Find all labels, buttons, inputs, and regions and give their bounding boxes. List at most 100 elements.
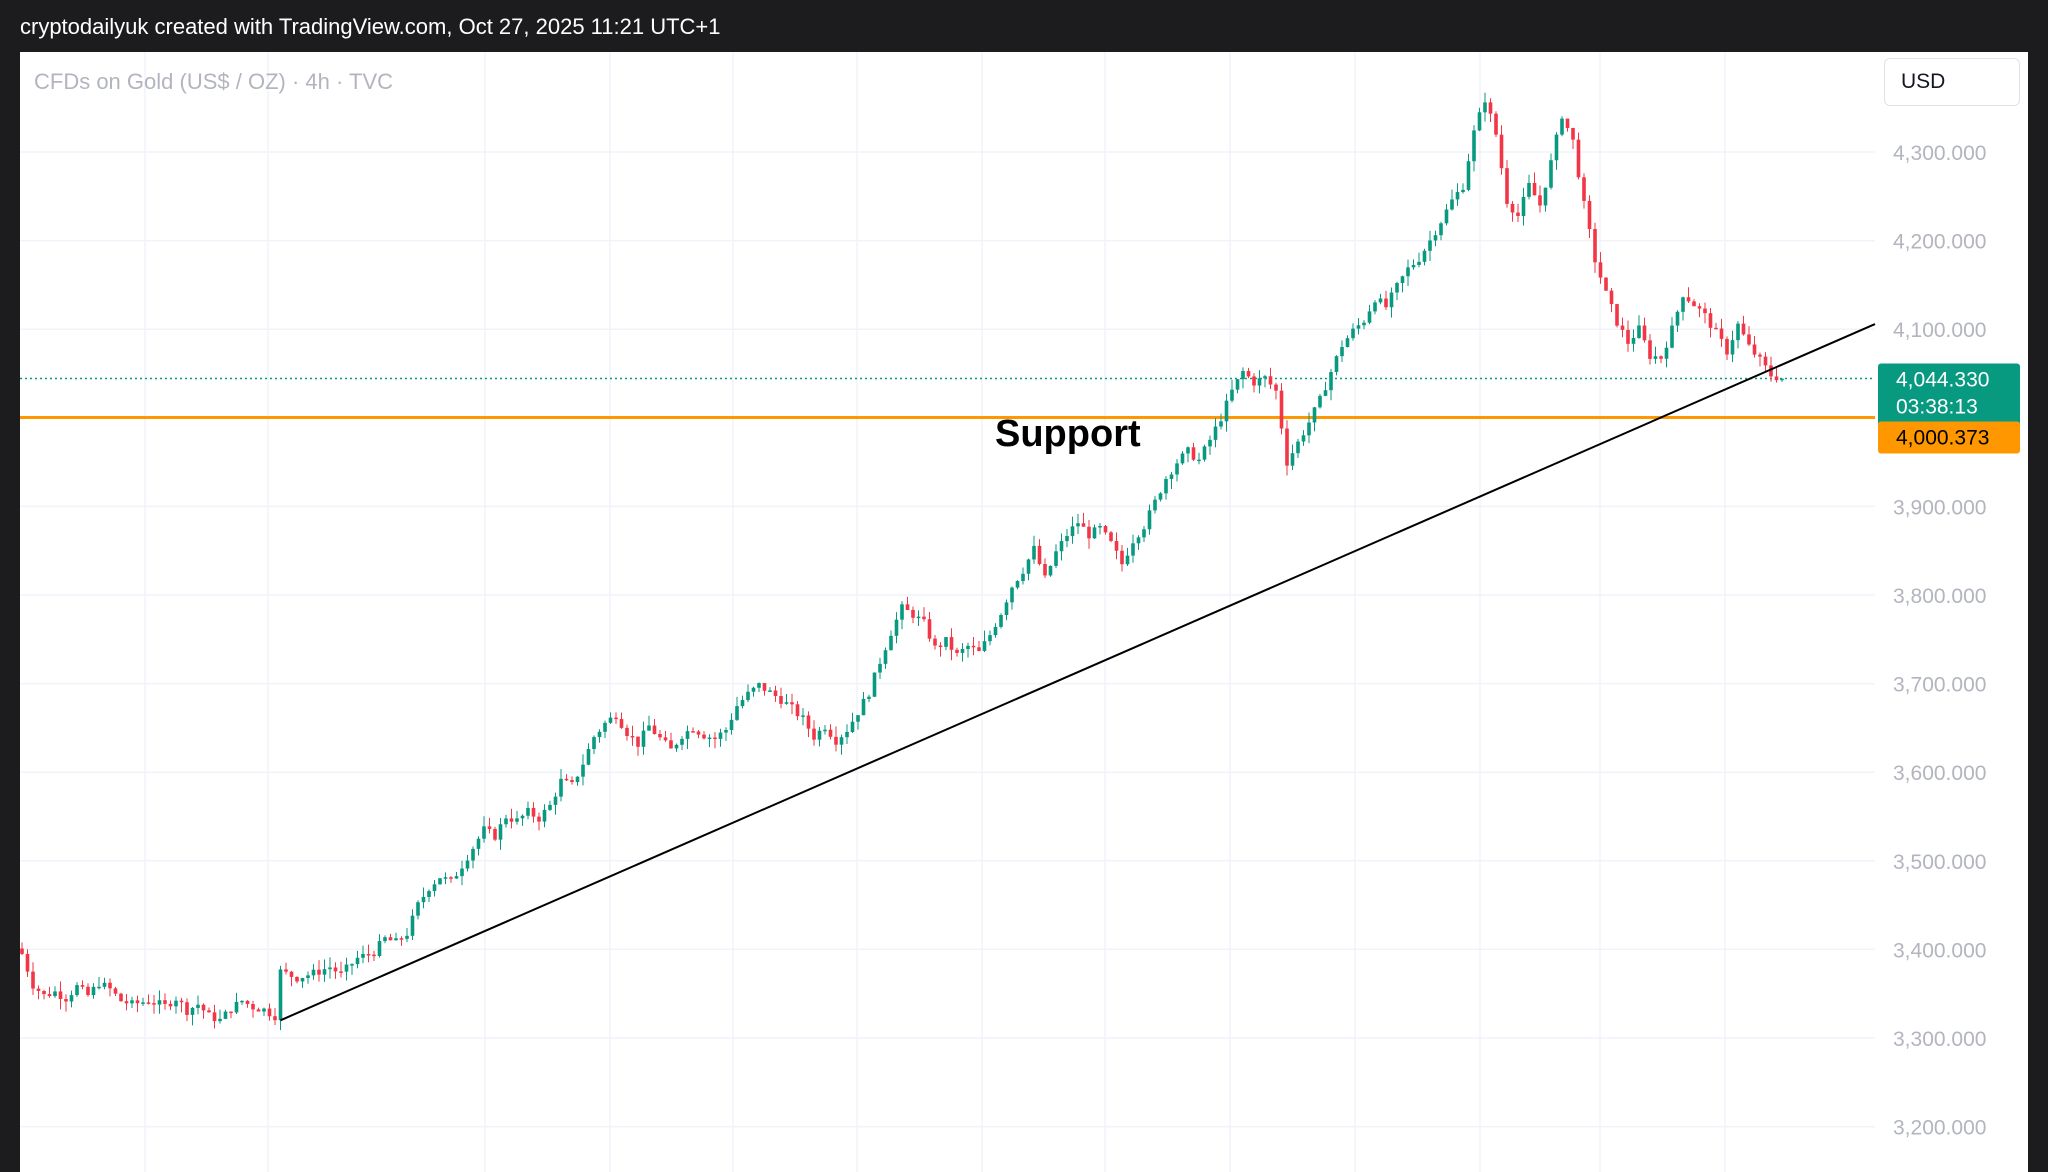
candle-body bbox=[1175, 463, 1179, 475]
candle-body bbox=[1307, 422, 1311, 436]
price-axis[interactable]: 4,300.000 4,200.000 4,100.000 3,900.000 3,80… bbox=[1878, 52, 2028, 1172]
candle-body bbox=[1692, 301, 1696, 307]
candle-body bbox=[1318, 395, 1322, 408]
candle-body bbox=[97, 986, 101, 989]
candle-body bbox=[575, 776, 580, 783]
candle-body bbox=[878, 663, 882, 673]
candle-body bbox=[1477, 112, 1482, 131]
trendline[interactable] bbox=[280, 323, 1876, 1022]
candle-body bbox=[1279, 390, 1284, 429]
candle-body bbox=[234, 1001, 239, 1013]
candle-body bbox=[53, 991, 57, 997]
right-edge bbox=[2028, 52, 2048, 1172]
candle-body bbox=[64, 999, 68, 1002]
candle-body bbox=[168, 1003, 173, 1007]
candle-body bbox=[856, 715, 860, 722]
candle-body bbox=[597, 731, 602, 738]
currency-button[interactable]: USD bbox=[1884, 58, 2020, 106]
candle-body bbox=[1741, 323, 1746, 335]
price-axis-tick: 4,200.000 bbox=[1893, 231, 1986, 254]
candle-body bbox=[696, 731, 701, 735]
candle-body bbox=[1587, 200, 1592, 230]
candle-body bbox=[1312, 407, 1317, 423]
candle-body bbox=[1736, 323, 1740, 341]
candle-body bbox=[1642, 325, 1647, 341]
candle-body bbox=[1400, 276, 1405, 283]
candle-body bbox=[1290, 453, 1295, 466]
candle-body bbox=[1235, 379, 1240, 390]
candle-body bbox=[1164, 478, 1168, 494]
candle-body bbox=[674, 744, 679, 749]
candle-body bbox=[801, 715, 805, 717]
candle-body bbox=[405, 935, 409, 939]
candle-body bbox=[971, 645, 976, 648]
candle-body bbox=[1444, 209, 1449, 224]
candle-body bbox=[1774, 376, 1779, 381]
chart-panel[interactable]: Support 4,300.000 4,200.000 4,100.000 3,900… bbox=[20, 52, 2028, 1172]
candle-body bbox=[1686, 297, 1691, 302]
candle-body bbox=[757, 683, 761, 688]
candle-body bbox=[1697, 306, 1702, 309]
support-price-tag-bg bbox=[1878, 421, 2020, 454]
price-axis-tick: 3,700.000 bbox=[1893, 674, 1986, 697]
candle-body bbox=[1191, 447, 1196, 460]
candle-body bbox=[1356, 325, 1361, 329]
candle-body bbox=[1323, 390, 1328, 396]
candle-body bbox=[614, 717, 618, 720]
candle-body bbox=[1758, 354, 1762, 357]
candle-body bbox=[251, 1003, 255, 1010]
candle-body bbox=[1274, 384, 1278, 391]
candle-body bbox=[1120, 550, 1124, 565]
candle-body bbox=[1527, 182, 1531, 197]
candle-body bbox=[1219, 421, 1223, 427]
candle-body bbox=[306, 975, 310, 979]
candle-body bbox=[229, 1011, 233, 1014]
candle-body bbox=[1043, 563, 1047, 576]
candle-body bbox=[1362, 322, 1366, 326]
candles-layer bbox=[20, 92, 1784, 1031]
candle-body bbox=[108, 982, 112, 989]
candle-body bbox=[504, 818, 508, 825]
candle-body bbox=[465, 860, 470, 869]
candle-body bbox=[185, 1002, 189, 1015]
candle-body bbox=[790, 702, 794, 705]
candle-body bbox=[383, 937, 387, 942]
candle-body bbox=[300, 978, 305, 982]
candle-body bbox=[438, 878, 442, 885]
candle-body bbox=[1246, 371, 1251, 377]
candle-body bbox=[454, 876, 459, 879]
candle-body bbox=[119, 993, 123, 1002]
candle-body bbox=[1268, 376, 1273, 385]
candle-body bbox=[784, 702, 789, 704]
candle-body bbox=[1186, 447, 1190, 454]
candle-body bbox=[443, 877, 448, 879]
candle-body bbox=[1571, 127, 1575, 140]
candle-body bbox=[295, 976, 299, 982]
price-chart[interactable]: Support 4,300.000 4,200.000 4,100.000 3,900… bbox=[20, 52, 2028, 1172]
candle-body bbox=[1653, 356, 1658, 359]
candle-body bbox=[317, 969, 321, 975]
candle-body bbox=[1769, 365, 1773, 377]
candle-body bbox=[355, 957, 360, 965]
candle-body bbox=[498, 824, 503, 840]
candle-body bbox=[25, 953, 30, 972]
candle-body bbox=[1213, 426, 1218, 440]
candle-body bbox=[922, 616, 926, 620]
candle-body bbox=[20, 948, 24, 954]
price-axis-tick: 4,100.000 bbox=[1893, 319, 1986, 342]
candle-body bbox=[1648, 340, 1652, 359]
candle-body bbox=[1780, 378, 1784, 381]
candle-body bbox=[1004, 602, 1009, 616]
candle-body bbox=[1406, 267, 1410, 277]
candle-body bbox=[1098, 526, 1102, 528]
candle-body bbox=[130, 1000, 134, 1004]
candle-body bbox=[1329, 371, 1333, 391]
candle-body bbox=[1703, 308, 1707, 314]
candle-body bbox=[1598, 262, 1603, 278]
candle-body bbox=[1708, 313, 1713, 328]
candle-body bbox=[867, 696, 871, 699]
candle-body bbox=[1433, 235, 1438, 241]
candle-body bbox=[1257, 378, 1262, 386]
support-annotation[interactable]: Support bbox=[995, 413, 1141, 455]
candle-body bbox=[1488, 102, 1493, 114]
